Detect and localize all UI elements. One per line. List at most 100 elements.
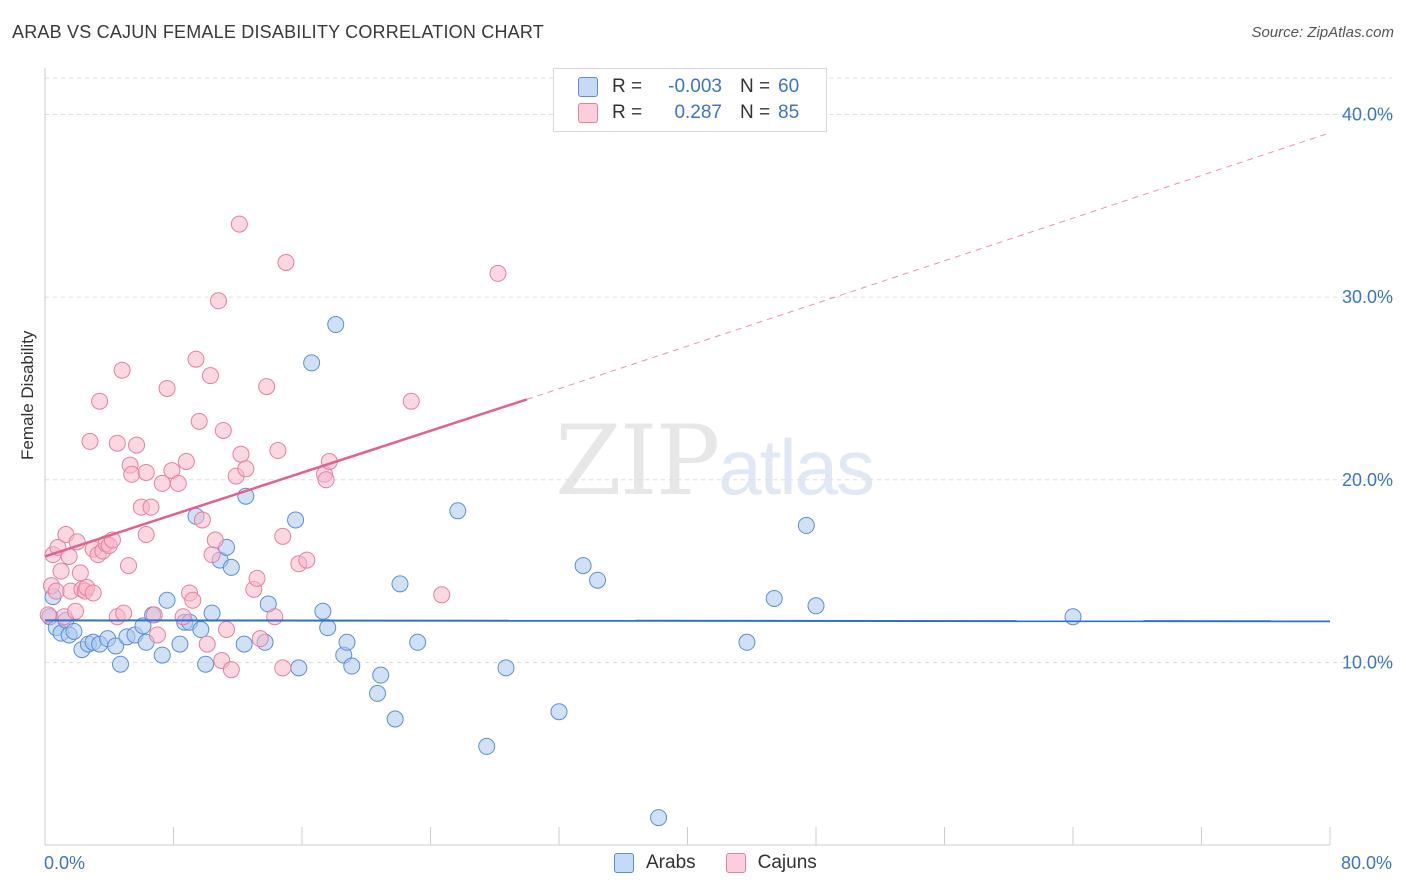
- cajuns-point: [433, 586, 451, 604]
- legend-label-arabs: Arabs: [646, 852, 696, 873]
- cajuns-point: [120, 557, 138, 575]
- cajuns-point: [214, 421, 232, 439]
- cajuns-point: [169, 474, 187, 492]
- arabs-point: [409, 633, 427, 651]
- cajuns-point: [298, 551, 316, 569]
- cajuns-point: [277, 253, 295, 271]
- arabs-point: [222, 558, 240, 576]
- arabs-point: [738, 633, 756, 651]
- n-label: N =: [740, 76, 771, 97]
- arabs-point: [290, 659, 308, 677]
- arabs-point: [111, 655, 129, 673]
- y-tick-label: 20.0%: [1342, 470, 1393, 490]
- cajuns-point: [71, 564, 89, 582]
- cajuns-point: [248, 569, 266, 587]
- cajuns-point: [251, 630, 269, 648]
- arabs-point: [807, 597, 825, 615]
- arabs-point: [65, 622, 83, 640]
- arabs-point: [650, 809, 668, 827]
- cajuns-point: [84, 584, 102, 602]
- cajuns-point: [222, 661, 240, 679]
- series-legend: Arabs Cajuns: [614, 852, 847, 874]
- arabs-point: [171, 635, 189, 653]
- cajuns-point: [123, 465, 141, 483]
- r-value: -0.003: [668, 76, 722, 97]
- series-cajuns-points: [39, 215, 507, 679]
- arabs-point: [478, 737, 496, 755]
- y-tick-label: 10.0%: [1342, 652, 1393, 672]
- cajuns-point: [232, 445, 250, 463]
- cajuns-point: [201, 367, 219, 385]
- cajuns-trend-extension: [526, 132, 1331, 400]
- cajuns-point: [115, 604, 133, 622]
- arabs-point: [235, 635, 253, 653]
- cajuns-point: [47, 582, 65, 600]
- cajuns-point: [128, 436, 146, 454]
- cajuns-point: [190, 412, 208, 430]
- cajuns-point: [137, 463, 155, 481]
- r-value: 0.287: [674, 102, 722, 123]
- arabs-point: [319, 619, 337, 637]
- arabs-point: [197, 655, 215, 673]
- legend-row-cajuns: R = 0.287 N = 85: [578, 100, 799, 126]
- y-tick-label: 40.0%: [1342, 105, 1393, 125]
- cajuns-point: [148, 626, 166, 644]
- arabs-point: [765, 589, 783, 607]
- cajuns-swatch: [578, 103, 598, 123]
- cajuns-point: [108, 434, 126, 452]
- watermark-atlas: atlas: [718, 423, 875, 511]
- cajuns-swatch: [725, 853, 746, 873]
- x-axis-max-label: 80.0%: [1340, 853, 1392, 873]
- arabs-point: [386, 710, 404, 728]
- arabs-point: [134, 617, 152, 635]
- cajuns-point: [258, 378, 276, 396]
- n-value: 60: [778, 76, 800, 97]
- cajuns-point: [184, 591, 202, 609]
- grid-lines: [45, 77, 1392, 663]
- arabs-point: [203, 604, 221, 622]
- source-label: Source: ZipAtlas.com: [1251, 24, 1394, 41]
- cajuns-point: [145, 606, 163, 624]
- cajuns-point: [203, 546, 221, 564]
- watermark-zip: ZIP: [555, 405, 720, 517]
- cajuns-point: [206, 531, 224, 549]
- trend-lines: [44, 132, 1331, 623]
- cajuns-point: [402, 392, 420, 410]
- arabs-point: [497, 659, 515, 677]
- arabs-point: [327, 316, 345, 334]
- legend-row-arabs: R = -0.003 N = 60: [578, 74, 799, 100]
- arabs-point: [797, 516, 815, 534]
- cajuns-point: [91, 392, 109, 410]
- cajuns-point: [81, 432, 99, 450]
- arabs-point: [107, 637, 125, 655]
- cajuns-point: [174, 608, 192, 626]
- cajuns-point: [274, 659, 292, 677]
- arabs-point: [314, 602, 332, 620]
- cajuns-point: [113, 361, 131, 379]
- arabs-point: [338, 633, 356, 651]
- watermark: ZIPatlas: [555, 405, 875, 517]
- arabs-point: [158, 591, 176, 609]
- r-label: R =: [612, 102, 643, 123]
- cajuns-point: [177, 453, 195, 470]
- cajuns-point: [317, 471, 335, 489]
- arabs-point: [153, 646, 171, 664]
- cajuns-point: [187, 350, 205, 368]
- arabs-point: [589, 571, 607, 589]
- cajuns-point: [230, 215, 248, 233]
- arabs-point: [372, 666, 390, 684]
- arabs-point: [391, 575, 409, 593]
- cajuns-point: [209, 292, 227, 310]
- cajuns-point: [266, 608, 284, 626]
- arabs-point: [574, 557, 592, 575]
- stats-legend: R = -0.003 N = 60 R = 0.287 N = 85: [553, 68, 827, 132]
- cajuns-point: [198, 635, 216, 653]
- arabs-swatch: [614, 853, 634, 873]
- cajuns-point: [158, 379, 176, 397]
- n-label: N =: [740, 102, 771, 123]
- arabs-swatch: [578, 77, 598, 97]
- cajuns-point: [274, 527, 292, 545]
- cajuns-point: [489, 264, 507, 282]
- cajuns-point: [142, 498, 160, 516]
- cajuns-point: [218, 621, 236, 639]
